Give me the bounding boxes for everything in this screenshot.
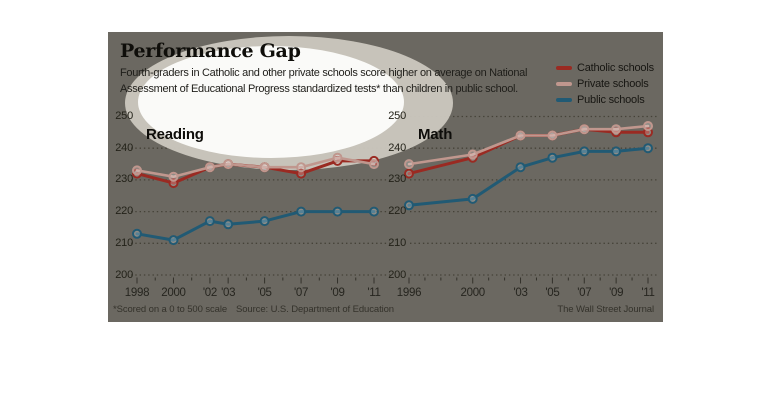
- x-axis-label: '03: [221, 287, 236, 299]
- publisher-credit: The Wall Street Journal: [557, 304, 654, 315]
- x-axis-label: '05: [257, 287, 272, 299]
- public-schools-line: [135, 210, 376, 242]
- x-axis-label: 1996: [396, 287, 422, 299]
- highlight-ellipse: [138, 46, 404, 158]
- y-axis-label: 250: [115, 110, 133, 122]
- y-axis-label: 220: [388, 205, 406, 218]
- x-axis-label: 2000: [161, 287, 186, 299]
- data-point-marker: [467, 193, 478, 204]
- private-schools-line: [135, 156, 376, 178]
- x-axis-label: '03: [513, 287, 528, 299]
- legend: Catholic schools Private schools Public …: [556, 60, 661, 108]
- x-axis-label: '02: [202, 287, 217, 299]
- y-axis-label: 230: [388, 173, 406, 186]
- data-point-marker: [643, 121, 653, 131]
- x-axis-label: 1998: [124, 287, 150, 299]
- x-axis-label: '11: [367, 287, 381, 299]
- private-schools-line: [407, 124, 650, 166]
- data-point-marker: [369, 159, 379, 170]
- private-line-swatch-icon: [556, 82, 572, 86]
- data-point-marker: [369, 206, 379, 217]
- y-axis-label: 220: [115, 205, 133, 218]
- chart-name-reading: Reading: [146, 126, 204, 143]
- chart-name-math: Math: [418, 126, 453, 143]
- y-axis-label: 230: [115, 173, 133, 186]
- x-axis-label: '05: [545, 287, 560, 299]
- data-point-marker: [259, 162, 270, 173]
- data-point-marker: [611, 146, 622, 157]
- legend-label: Private schools: [577, 78, 649, 90]
- catholic-line-swatch-icon: [556, 66, 572, 70]
- data-point-marker: [467, 149, 478, 160]
- data-point-marker: [579, 124, 590, 135]
- data-point-marker: [132, 165, 142, 176]
- data-point-marker: [579, 146, 590, 157]
- data-point-marker: [223, 159, 234, 170]
- data-point-marker: [404, 200, 414, 211]
- charts-canvas: [125, 36, 659, 284]
- legend-label: Catholic schools: [577, 62, 654, 74]
- legend-item-catholic: Catholic schools: [556, 60, 661, 76]
- chart-panel: Performance Gap Fourth-graders in Cathol…: [108, 32, 663, 322]
- data-point-marker: [547, 130, 558, 141]
- x-axis-label: '07: [294, 287, 309, 299]
- x-axis-label: '07: [577, 287, 592, 299]
- public-schools-line: [407, 146, 650, 207]
- source-credit: Source: U.S. Department of Education: [236, 304, 394, 315]
- data-point-marker: [332, 206, 343, 217]
- data-point-marker: [223, 219, 234, 230]
- data-point-marker: [204, 216, 215, 227]
- y-axis-label: 210: [115, 236, 133, 249]
- data-point-marker: [404, 168, 414, 179]
- data-point-marker: [296, 206, 307, 217]
- y-axis-label: 210: [388, 236, 406, 249]
- y-axis-label: 250: [388, 110, 406, 122]
- y-axis-label: 240: [388, 141, 406, 154]
- y-axis-label: 200: [388, 268, 406, 281]
- legend-item-private: Private schools: [556, 76, 661, 92]
- data-point-marker: [611, 124, 622, 135]
- graphic-subtitle-line1: Fourth-graders in Catholic and other pri…: [120, 67, 528, 79]
- data-point-marker: [204, 162, 215, 173]
- legend-label: Public schools: [577, 94, 645, 106]
- data-point-marker: [515, 130, 526, 141]
- footnote: *Scored on a 0 to 500 scale: [113, 304, 228, 315]
- data-point-marker: [547, 152, 558, 163]
- data-point-marker: [332, 152, 343, 163]
- x-axis-label: 2000: [460, 287, 486, 299]
- data-point-marker: [168, 171, 179, 182]
- x-axis-label: '09: [330, 287, 345, 299]
- graphic-subtitle-line2: Assessment of Educational Progress stand…: [120, 83, 518, 95]
- data-point-marker: [404, 159, 414, 170]
- data-point-marker: [643, 143, 653, 154]
- data-point-marker: [132, 228, 142, 239]
- legend-item-public: Public schools: [556, 92, 661, 108]
- graphic-title: Performance Gap: [120, 40, 301, 62]
- data-point-marker: [296, 162, 307, 173]
- x-axis-label: '11: [641, 287, 655, 299]
- y-axis-label: 200: [115, 268, 133, 281]
- data-point-marker: [259, 216, 270, 227]
- data-point-marker: [168, 235, 179, 246]
- x-axis-label: '09: [609, 287, 624, 299]
- data-point-marker: [515, 162, 526, 173]
- y-axis-label: 240: [115, 141, 133, 154]
- public-line-swatch-icon: [556, 98, 572, 102]
